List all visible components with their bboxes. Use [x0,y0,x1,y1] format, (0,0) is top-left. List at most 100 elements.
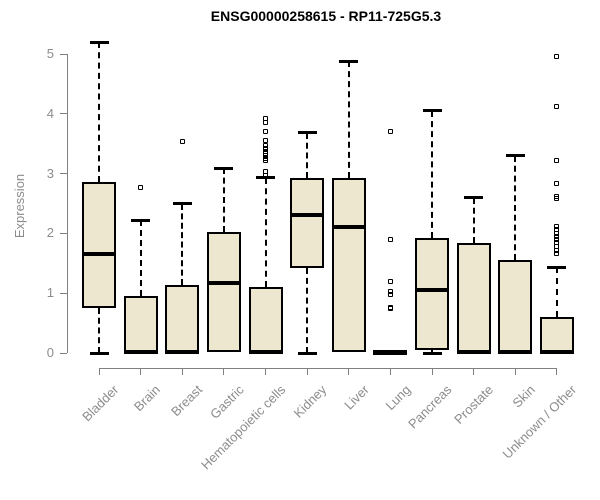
x-tick-mark [431,368,433,375]
x-tick-mark [265,368,267,375]
outlier-point [387,288,393,294]
x-tick-label: Pancreas [405,382,455,432]
outlier-point [387,306,393,312]
lower-whisker-cap [297,351,317,355]
upper-whisker-cap [464,196,484,200]
outlier-point [387,236,393,242]
x-tick-mark [181,368,183,375]
iqr-box-11 [498,259,533,353]
outlier-point [387,129,393,135]
y-tick-label: 0 [46,345,54,360]
lower-whisker [431,350,434,353]
lower-whisker [306,268,309,353]
median-line [248,349,283,354]
x-axis-line [99,368,557,369]
iqr-box-12 [539,317,574,353]
iqr-box-7 [331,177,366,352]
outlier-point [554,104,560,110]
upper-whisker [514,155,517,260]
outlier-point [263,172,269,178]
y-tick-mark [60,292,67,294]
iqr-box-2 [123,296,158,353]
iqr-box-5 [248,287,283,353]
outlier-point [179,139,185,145]
x-tick-mark [306,368,308,375]
upper-whisker [347,61,350,178]
upper-whisker [222,168,225,233]
outlier-point [263,142,269,148]
upper-whisker-cap [422,109,442,113]
outlier-point [554,251,560,257]
x-tick-mark [514,368,516,375]
median-line [206,281,241,286]
iqr-box-3 [165,285,200,353]
outlier-point [554,196,560,202]
x-tick-mark [556,368,558,375]
upper-whisker-cap [547,265,567,269]
upper-whisker [555,267,558,318]
x-tick-label: Unknown / Other [500,382,580,462]
y-tick-label: 5 [46,46,54,61]
upper-whisker [98,42,100,182]
x-tick-label: Liver [340,382,372,413]
y-tick-label: 1 [46,285,54,301]
outlier-point [263,120,269,126]
median-line [82,251,116,256]
upper-whisker [306,132,309,178]
median-line [290,212,325,217]
x-tick-label: Bladder [79,382,122,425]
y-axis-label: Expression [12,173,27,239]
upper-whisker [181,203,184,286]
median-line [373,349,408,354]
iqr-box-4 [206,232,241,352]
outlier-point [554,157,560,163]
x-tick-mark [140,368,142,375]
iqr-box-9 [415,237,450,350]
upper-whisker [139,220,142,297]
upper-whisker [431,110,434,238]
y-tick-mark [60,53,67,55]
median-line [123,349,158,354]
upper-whisker-cap [214,166,234,170]
y-tick-label: 4 [46,105,54,121]
iqr-box-6 [290,177,325,269]
lower-whisker [98,308,100,353]
y-tick-label: 2 [46,225,54,241]
x-tick-label: Lung [382,382,414,414]
outlier-point [554,230,560,236]
x-tick-label: Kidney [291,382,330,421]
iqr-box-1 [82,181,116,309]
y-tick-mark [60,232,67,234]
y-axis-line [67,54,68,353]
upper-whisker-cap [89,40,109,44]
outlier-point [263,157,269,163]
lower-whisker-cap [422,351,442,355]
x-tick-label: Breast [167,382,205,420]
outlier-point [554,233,560,239]
median-line [498,349,533,354]
upper-whisker-cap [339,59,359,63]
lower-whisker-cap [89,351,109,355]
x-tick-label: Skin [509,382,538,411]
y-tick-mark [60,352,67,354]
outlier-point [263,137,269,143]
median-line [539,349,574,354]
x-tick-mark [389,368,391,375]
y-tick-label: 3 [46,165,54,181]
outlier-point [138,185,144,191]
y-tick-mark [60,113,67,115]
x-tick-label: Prostate [451,382,497,427]
upper-whisker-cap [131,218,151,222]
median-line [331,225,366,230]
x-tick-mark [473,368,475,375]
outlier-point [554,180,560,186]
outlier-point [554,54,560,60]
x-tick-mark [223,368,225,375]
median-line [165,349,200,354]
median-line [415,288,450,293]
x-tick-label: Brain [131,382,164,415]
outlier-point [387,291,393,297]
upper-whisker-cap [172,202,192,205]
upper-whisker-cap [505,154,525,158]
